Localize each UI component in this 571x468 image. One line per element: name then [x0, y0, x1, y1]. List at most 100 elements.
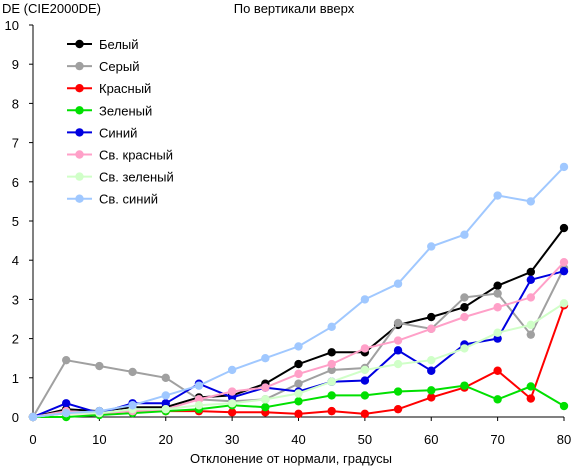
y-axis-title: DE (CIE2000DE) — [2, 1, 101, 16]
y-tick-label: 9 — [12, 57, 19, 72]
data-point — [460, 293, 469, 302]
x-tick-label: 0 — [29, 432, 36, 447]
data-point — [261, 403, 270, 412]
data-point — [161, 391, 170, 400]
data-point — [559, 257, 569, 267]
data-point — [95, 361, 104, 371]
legend-swatch-marker — [75, 106, 84, 115]
data-point — [393, 279, 403, 288]
data-point — [161, 404, 170, 414]
legend-swatch-marker — [75, 150, 84, 159]
data-point — [493, 303, 502, 312]
data-point — [128, 401, 137, 410]
data-point — [194, 395, 204, 404]
legend-swatch-marker — [75, 172, 84, 181]
data-point — [294, 379, 303, 388]
data-point — [194, 401, 204, 410]
x-tick-label: 80 — [557, 432, 571, 447]
x-tick-label: 70 — [490, 432, 504, 447]
data-point — [493, 334, 502, 343]
data-point — [294, 409, 303, 419]
data-point — [61, 355, 71, 365]
data-point — [460, 344, 469, 353]
y-tick-label: 3 — [12, 292, 19, 307]
legend-swatch-marker — [75, 194, 84, 203]
legend-label: Св. красный — [99, 148, 173, 163]
x-tick-label: 60 — [424, 432, 438, 447]
data-point — [393, 387, 403, 396]
data-point — [161, 399, 170, 408]
data-point — [327, 359, 336, 369]
data-point — [526, 293, 536, 302]
data-point — [526, 382, 536, 391]
legend-item: Зеленый — [67, 103, 152, 118]
data-point — [493, 289, 502, 298]
legend-swatch-marker — [75, 128, 84, 137]
x-tick-label: 30 — [225, 432, 239, 447]
data-point — [526, 320, 536, 330]
y-tick-label: 0 — [12, 410, 19, 425]
legend-swatch-marker — [75, 39, 84, 49]
data-point — [261, 354, 270, 363]
data-point — [294, 342, 303, 351]
legend-item: Св. красный — [67, 148, 173, 163]
data-point — [460, 230, 469, 239]
data-point — [526, 275, 536, 284]
data-point — [493, 191, 502, 200]
data-point — [327, 377, 336, 386]
legend-item: Св. синий — [67, 192, 158, 207]
legend-item: Белый — [67, 37, 139, 52]
data-point — [194, 381, 204, 390]
data-point — [427, 324, 436, 333]
data-point — [95, 406, 104, 416]
data-point — [493, 395, 502, 404]
data-point — [460, 312, 469, 322]
legend-item: Серый — [67, 59, 139, 74]
data-point — [526, 197, 536, 206]
legend-swatch-marker — [75, 84, 84, 93]
data-point — [526, 394, 536, 403]
data-point — [427, 393, 436, 402]
y-tick-label: 10 — [5, 18, 19, 33]
legend-label: Св. зеленый — [99, 170, 174, 185]
data-point — [559, 401, 569, 411]
legend-label: Зеленый — [99, 103, 152, 118]
data-point — [393, 404, 403, 414]
data-point — [460, 381, 469, 390]
data-point — [493, 328, 502, 337]
data-point — [227, 399, 237, 408]
data-point — [261, 383, 270, 392]
data-point — [227, 393, 237, 402]
x-axis-title: Отклонение от нормали, градусы — [190, 451, 392, 466]
data-point — [360, 295, 370, 304]
y-tick-label: 2 — [12, 332, 19, 347]
data-point — [61, 399, 71, 408]
y-tick-label: 6 — [12, 175, 19, 190]
y-tick-label: 5 — [12, 214, 19, 229]
data-point — [559, 223, 569, 233]
x-tick-label: 50 — [358, 432, 372, 447]
data-point — [327, 322, 336, 332]
data-point — [559, 162, 569, 172]
data-point — [360, 376, 370, 385]
data-point — [559, 266, 569, 276]
data-point — [393, 359, 403, 369]
data-point — [128, 367, 137, 377]
legend-label: Серый — [99, 59, 139, 74]
x-tick-label: 40 — [291, 432, 305, 447]
legend-label: Белый — [99, 37, 139, 52]
data-point — [360, 365, 370, 375]
data-point — [28, 412, 38, 422]
data-point — [427, 312, 436, 322]
chart-title: По вертикали вверх — [234, 1, 355, 16]
data-point — [393, 346, 403, 355]
data-point — [327, 365, 336, 375]
y-tick-label: 8 — [12, 96, 19, 111]
data-point — [360, 409, 370, 419]
data-point — [460, 303, 469, 312]
series-8 — [28, 162, 569, 422]
data-point — [327, 406, 336, 416]
legend-label: Св. синий — [99, 192, 158, 207]
data-point — [427, 355, 436, 365]
